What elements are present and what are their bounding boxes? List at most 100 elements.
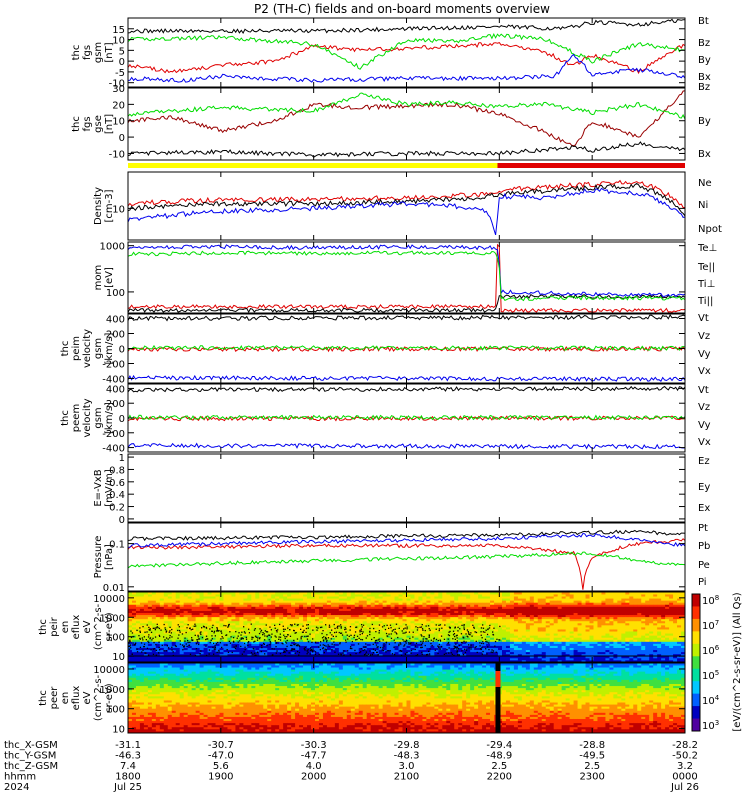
peir_spec-cell bbox=[446, 635, 451, 638]
peir_spec-cell bbox=[486, 624, 491, 628]
peir_spec-cell bbox=[139, 600, 145, 603]
peir_spec-cell bbox=[545, 645, 551, 648]
peir_spec-cell bbox=[545, 647, 551, 651]
peir_spec-cell bbox=[283, 629, 288, 632]
peir_spec-cell bbox=[378, 616, 384, 620]
peir_spec-cell bbox=[494, 600, 499, 603]
peir_spec-cell bbox=[470, 641, 475, 644]
peir_spec-cell bbox=[378, 629, 384, 632]
peir_spec-cell bbox=[605, 637, 610, 640]
peir_spec-cell bbox=[498, 645, 503, 648]
peir_spec-cell bbox=[545, 635, 551, 638]
peir_spec-cell bbox=[322, 649, 328, 653]
peir_spec-cell bbox=[653, 627, 658, 630]
peir_spec-cell bbox=[370, 631, 376, 634]
peir_spec-cell bbox=[299, 624, 304, 628]
peir_spec-cell bbox=[354, 647, 360, 651]
peir_spec-cell bbox=[243, 635, 248, 638]
peir_spec-cell bbox=[426, 653, 431, 657]
peir_spec-cell bbox=[561, 592, 567, 595]
peir_spec-cell bbox=[259, 653, 264, 657]
peir_spec-cell bbox=[557, 659, 563, 663]
peir_spec-cell bbox=[545, 651, 551, 655]
peir_spec-cell bbox=[179, 624, 185, 628]
peir_spec-cell bbox=[255, 627, 260, 630]
peir_spec-cell bbox=[128, 624, 133, 628]
peir_spec-cell bbox=[625, 635, 630, 638]
peir_spec-cell bbox=[135, 649, 141, 653]
peir_spec-cell bbox=[195, 598, 201, 601]
peir_spec-cell bbox=[430, 629, 435, 632]
peir_spec-cell bbox=[565, 641, 571, 644]
peir_spec-cell bbox=[199, 637, 204, 640]
peir_spec-cell bbox=[545, 614, 551, 618]
peir_spec-cell bbox=[151, 629, 157, 632]
peir_spec-cell bbox=[318, 598, 324, 601]
peir_spec-cell bbox=[649, 602, 654, 605]
peir_spec-cell bbox=[665, 629, 670, 632]
peir_spec-cell bbox=[458, 618, 463, 622]
peir_spec-cell bbox=[231, 620, 236, 624]
peir_spec-cell bbox=[175, 616, 181, 620]
peir_spec-cell bbox=[163, 594, 169, 597]
peir_spec-cell bbox=[525, 645, 531, 648]
peir_spec-cell bbox=[673, 641, 678, 644]
peir_spec-cell bbox=[450, 618, 455, 622]
peir_spec-cell bbox=[641, 635, 646, 638]
peir_spec-cell bbox=[490, 624, 495, 628]
peir_spec-cell bbox=[549, 633, 555, 636]
peir_spec-cell bbox=[131, 629, 137, 632]
peir_spec-cell bbox=[131, 604, 137, 607]
peir_spec-cell bbox=[513, 651, 519, 655]
fgs_gse-ytick-label: 10 bbox=[112, 117, 125, 128]
peir_spec-cell bbox=[183, 612, 189, 616]
peir_spec-cell bbox=[342, 653, 348, 657]
peir_spec-cell bbox=[143, 637, 149, 640]
peir_spec-cell bbox=[135, 633, 141, 636]
peir_spec-cell bbox=[637, 645, 642, 648]
peir_spec-cell bbox=[326, 624, 332, 628]
peir_spec-cell bbox=[529, 639, 535, 642]
peir_spec-cell bbox=[549, 598, 555, 601]
peir_spec-cell bbox=[179, 627, 185, 630]
peir_spec-cell bbox=[430, 594, 435, 597]
peir_spec-cell bbox=[470, 622, 475, 626]
peir_spec-cell bbox=[561, 649, 567, 653]
peir_spec-cell bbox=[673, 606, 678, 609]
peir_spec-cell bbox=[398, 622, 403, 626]
peir_spec-cell bbox=[259, 643, 264, 646]
peir_spec-cell bbox=[394, 612, 399, 616]
peir_spec-cell bbox=[557, 622, 563, 626]
peir_spec-cell bbox=[601, 612, 606, 616]
peir_spec-cell bbox=[378, 641, 384, 644]
peir_spec-cell bbox=[295, 653, 300, 657]
temperature-ylabel-line: mom bbox=[93, 265, 104, 291]
peir_spec-cell bbox=[478, 637, 483, 640]
peir_spec-cell bbox=[418, 649, 423, 653]
peir_spec-cell bbox=[398, 633, 403, 636]
peir_spec-cell bbox=[243, 641, 248, 644]
peir_spec-cell bbox=[422, 594, 427, 597]
peir_spec-cell bbox=[167, 608, 173, 611]
peir_spec-cell bbox=[482, 596, 487, 599]
peir_spec-cell bbox=[191, 649, 197, 653]
peir_spec-cell bbox=[378, 600, 384, 603]
peir_spec-cell bbox=[490, 641, 495, 644]
peir_spec-cell bbox=[219, 614, 224, 618]
peir_spec-cell bbox=[410, 633, 415, 636]
peir_spec-cell bbox=[283, 639, 288, 642]
peir_spec-cell bbox=[657, 620, 662, 624]
peir_spec-cell bbox=[509, 659, 515, 663]
peir_spec-cell bbox=[577, 633, 582, 636]
peir_spec-cell bbox=[187, 629, 193, 632]
peir_spec-cell bbox=[247, 659, 252, 663]
peir_spec-cell bbox=[386, 622, 391, 626]
peir_spec-cell bbox=[299, 633, 304, 636]
peir_spec-cell bbox=[350, 600, 356, 603]
peir_spec-cell bbox=[462, 608, 467, 611]
peir_spec-cell bbox=[549, 620, 555, 624]
peir_spec-cell bbox=[255, 641, 260, 644]
peir_spec-cell bbox=[521, 618, 527, 622]
peir_spec-cell bbox=[665, 637, 670, 640]
peir_spec-cell bbox=[466, 655, 471, 659]
